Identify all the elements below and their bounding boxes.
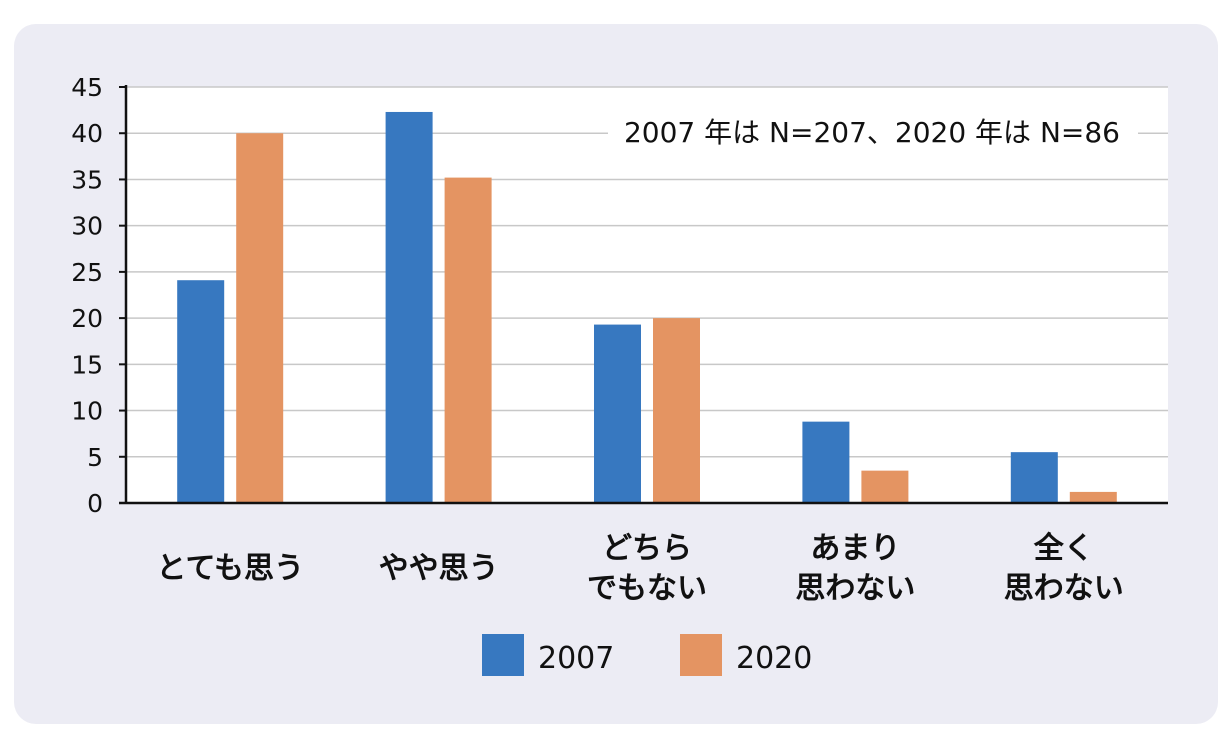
- bar-2020-4: [861, 470, 909, 503]
- category-label: 全く: [1033, 531, 1094, 566]
- bar-2020-2: [444, 177, 492, 503]
- bar-2007-3: [594, 324, 641, 503]
- y-tick-label: 0: [87, 489, 103, 518]
- category-label: とても思う: [156, 551, 304, 586]
- category-label: でもない: [587, 571, 707, 606]
- bar-2007-5: [1010, 452, 1058, 503]
- legend-swatch-2020: [680, 634, 722, 676]
- plot-area: [126, 87, 1168, 503]
- category-label: どちら: [602, 531, 692, 566]
- bar-2020-1: [236, 133, 284, 503]
- bar-2007-4: [802, 421, 850, 503]
- y-tick-label: 20: [71, 304, 103, 333]
- y-tick-label: 5: [87, 443, 103, 472]
- category-label: やや思う: [379, 551, 499, 586]
- bar-2007-1: [177, 280, 225, 503]
- legend-label-2007: 2007: [538, 641, 614, 676]
- axes: [119, 85, 1168, 505]
- y-tick-label: 40: [71, 119, 103, 148]
- bars: [177, 111, 1117, 504]
- y-tick-label: 45: [71, 73, 103, 102]
- y-tick-label: 35: [71, 165, 103, 194]
- legend-label-2020: 2020: [736, 641, 812, 676]
- bar-2020-5: [1069, 491, 1117, 503]
- annotation-background: [608, 112, 1138, 152]
- y-tick-labels: 0 5 10 15 20 25 30 35 40 45: [71, 73, 103, 518]
- sample-size-note: 2007 年は N=207、2020 年は N=86: [624, 116, 1120, 149]
- y-tick-label: 30: [71, 212, 103, 241]
- category-label: 思わない: [795, 571, 915, 606]
- category-label: 思わない: [1004, 571, 1124, 606]
- y-tick-label: 10: [71, 397, 103, 426]
- legend: 2007 2020: [482, 634, 812, 676]
- category-label: あまり: [810, 531, 900, 566]
- gridlines: [126, 86, 1168, 503]
- y-tick-label: 15: [71, 350, 103, 379]
- legend-swatch-2007: [482, 634, 524, 676]
- bar-2020-3: [653, 318, 700, 503]
- bar-2007-2: [385, 111, 433, 504]
- y-tick-label: 25: [71, 258, 103, 287]
